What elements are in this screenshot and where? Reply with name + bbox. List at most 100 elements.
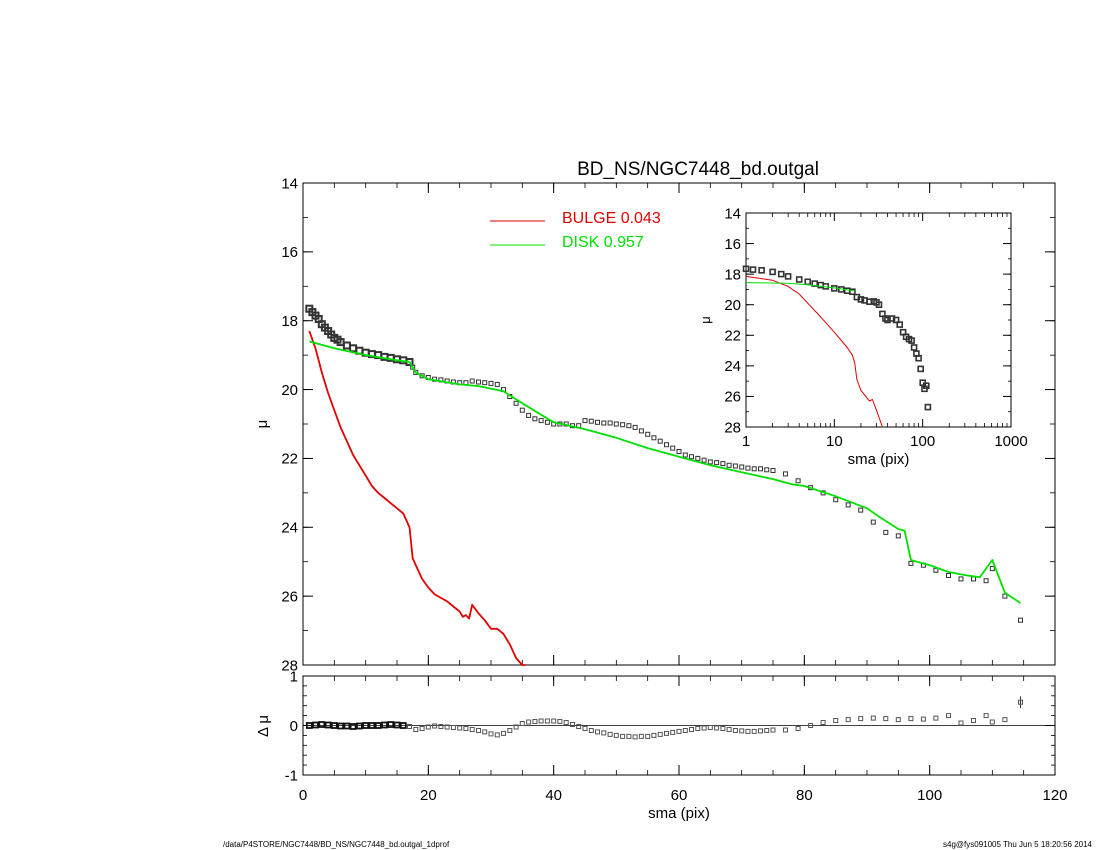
residual-point: [312, 721, 319, 729]
residual-point: [783, 727, 788, 733]
residual-point: [570, 722, 575, 727]
residual-xtick-label: 120: [1042, 787, 1067, 804]
inset-background: [746, 213, 1011, 427]
data-point: [664, 442, 669, 448]
inset-data-point: [857, 296, 865, 303]
main-ytick-label: 26: [281, 588, 298, 605]
data-point: [701, 457, 707, 463]
data-point: [989, 566, 995, 572]
residual-point: [469, 727, 475, 732]
data-point: [983, 578, 989, 584]
residual-point: [526, 719, 532, 725]
inset-log-profile-panel: 1 10 100 1000 14 16 18 20 22 24 26 28 sma (pix) μ: [698, 205, 1028, 468]
inset-xtick-label: 10: [826, 433, 843, 450]
residual-point: [645, 733, 651, 739]
residual-point: [519, 721, 525, 726]
data-point: [726, 462, 732, 468]
residual-point: [726, 727, 732, 732]
data-point: [645, 431, 651, 437]
data-point: [410, 364, 416, 370]
residual-point: [651, 732, 657, 738]
residual-point: [513, 724, 519, 730]
inset-data-point: [924, 403, 932, 411]
inset-data-point: [910, 344, 918, 351]
residual-point: [457, 725, 463, 731]
main-ytick-label: 20: [281, 382, 298, 399]
inset-data-point: [917, 365, 925, 373]
data-point: [707, 459, 713, 465]
residual-point: [739, 728, 745, 734]
residual-point: [695, 726, 701, 731]
inset-ytick-label: 22: [724, 328, 741, 345]
residual-point: [544, 718, 550, 724]
data-point: [651, 435, 657, 441]
data-point: [413, 369, 419, 375]
data-point: [595, 419, 600, 425]
data-point: [469, 378, 475, 384]
residual-point: [670, 729, 676, 735]
main-ytick-label: 22: [281, 451, 298, 468]
residual-point: [387, 721, 395, 728]
residual-point: [701, 725, 707, 731]
inset-data-point: [769, 268, 776, 276]
residual-point: [399, 722, 407, 729]
data-point: [770, 468, 776, 473]
inset-data-point: [849, 288, 856, 296]
residual-point: [463, 726, 469, 731]
data-point: [638, 428, 644, 434]
data-point: [632, 424, 638, 430]
inset-y-axis-label: μ: [698, 316, 713, 324]
data-point: [783, 471, 788, 477]
residual-point: [751, 728, 757, 734]
legend-label-bulge: BULGE 0.043: [562, 210, 661, 227]
residual-point: [588, 728, 594, 733]
data-point: [582, 418, 588, 424]
data-point: [494, 381, 500, 387]
data-point: [870, 519, 876, 525]
inset-data-point: [896, 321, 904, 328]
inset-data-point: [915, 354, 922, 362]
data-point: [858, 507, 864, 513]
residual-point: [833, 718, 839, 723]
residual-point: [532, 719, 538, 724]
data-point: [1002, 593, 1008, 599]
inset-data-point: [888, 315, 896, 322]
data-point: [519, 407, 525, 413]
inset-xtick-label: 1: [742, 433, 750, 450]
inset-data-point: [742, 265, 750, 273]
residual-point: [971, 718, 976, 723]
residual-point: [450, 725, 456, 730]
data-point: [342, 341, 351, 350]
residual-point: [682, 728, 688, 733]
footer-file-path: /data/P4STORE/NGC7448/BD_NS/NGC7448_bd.o…: [223, 840, 450, 849]
data-point: [971, 576, 976, 582]
residual-point: [538, 718, 544, 724]
data-point: [482, 380, 488, 386]
inset-xtick-label: 100: [910, 433, 935, 450]
residual-point: [626, 733, 632, 739]
residual-point: [908, 716, 914, 722]
residual-point: [657, 731, 663, 737]
residual-xtick-label: 20: [420, 787, 437, 804]
inset-data-point: [777, 270, 785, 278]
data-point: [958, 576, 964, 582]
data-point: [349, 344, 358, 353]
data-point: [626, 423, 632, 429]
data-point: [532, 416, 538, 422]
main-ytick-label: 16: [281, 244, 298, 261]
residual-point: [770, 727, 776, 733]
residual-point: [482, 729, 488, 735]
footer-timestamp: s4g@fys091005 Thu Jun 5 18:20:56 2014: [943, 840, 1092, 849]
residual-point: [419, 726, 425, 731]
inset-ytick-label: 24: [724, 358, 741, 375]
data-point: [833, 497, 839, 503]
residual-point: [1002, 717, 1008, 723]
residual-ytick-label: 1: [290, 668, 298, 685]
data-point: [745, 465, 751, 471]
data-point: [1018, 617, 1023, 623]
main-ytick-label: 18: [281, 313, 298, 330]
inset-data-point: [892, 316, 900, 324]
residual-point: [620, 733, 626, 739]
residual-point: [494, 732, 500, 738]
